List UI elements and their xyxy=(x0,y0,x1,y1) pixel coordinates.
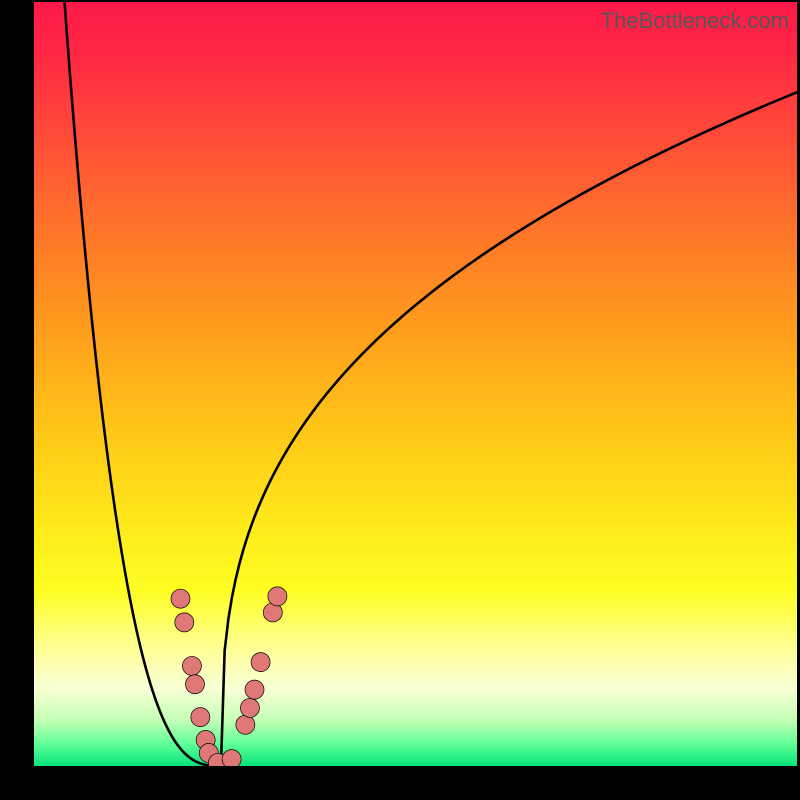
bottleneck-curve xyxy=(65,2,797,766)
data-marker xyxy=(236,715,255,734)
data-marker xyxy=(191,708,210,727)
plot-area: TheBottleneck.com xyxy=(34,2,797,766)
curve-layer xyxy=(34,2,797,766)
data-marker xyxy=(182,656,201,675)
data-marker xyxy=(185,675,204,694)
data-marker xyxy=(175,613,194,632)
data-marker xyxy=(268,587,287,606)
data-marker xyxy=(171,589,190,608)
chart-frame: TheBottleneck.com xyxy=(0,0,800,800)
data-marker xyxy=(222,750,241,766)
data-marker xyxy=(240,698,259,717)
data-marker xyxy=(251,653,270,672)
data-marker xyxy=(245,680,264,699)
